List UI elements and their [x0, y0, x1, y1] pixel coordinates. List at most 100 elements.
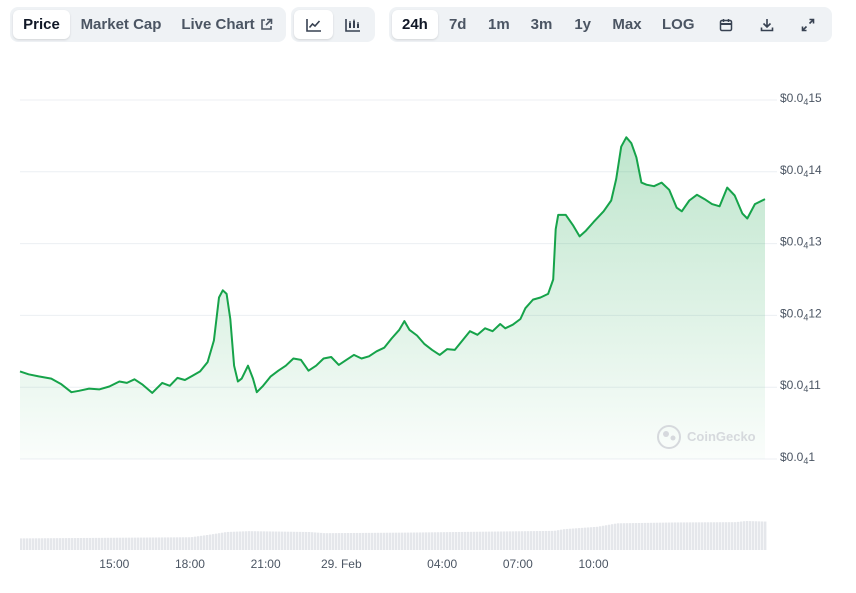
volume-bar — [581, 527, 584, 550]
volume-bar — [260, 531, 263, 550]
volume-bar — [140, 537, 143, 550]
volume-bar — [437, 532, 440, 550]
volume-bar — [98, 537, 101, 550]
volume-bar — [56, 538, 59, 550]
tab-7d[interactable]: 7d — [448, 16, 467, 33]
volume-bar — [656, 522, 659, 550]
download-button[interactable] — [746, 10, 787, 39]
volume-bar — [92, 537, 95, 550]
volume-bar — [317, 532, 320, 550]
y-axis-labels: $0.0415 $0.0414 $0.0413 $0.0412 $0.0411 $0.04… — [780, 91, 822, 466]
volume-bar — [554, 530, 557, 550]
volume-bar — [281, 531, 284, 550]
volume-bar — [269, 531, 272, 550]
volume-bar — [353, 532, 356, 550]
volume-bar — [26, 538, 29, 550]
volume-bar — [578, 528, 581, 550]
volume-bar — [182, 537, 185, 550]
volume-bar — [449, 532, 452, 550]
volume-bar — [251, 531, 254, 550]
volume-bar — [158, 537, 161, 550]
volume-bar — [407, 532, 410, 550]
volume-bar — [614, 523, 617, 550]
volume-bar — [29, 538, 32, 550]
volume-bar — [38, 538, 41, 550]
volume-bar — [410, 532, 413, 550]
y-tick-label: $0.0412 — [780, 306, 822, 322]
tab-1y[interactable]: 1y — [574, 16, 592, 33]
volume-bar — [170, 537, 173, 550]
volume-bar — [80, 537, 83, 550]
volume-bar — [20, 538, 23, 550]
volume-bar — [59, 538, 62, 550]
volume-bar — [476, 531, 479, 550]
volume-bar — [560, 529, 563, 550]
volume-bar — [623, 523, 626, 550]
x-tick-label: 21:00 — [251, 557, 281, 571]
volume-bar — [761, 521, 764, 550]
line-chart-button[interactable] — [294, 10, 333, 39]
volume-bar — [602, 525, 605, 550]
volume-bar — [575, 528, 578, 550]
volume-bar — [572, 528, 575, 550]
tab-market-cap[interactable]: Market Cap — [80, 16, 162, 33]
volume-bar — [434, 532, 437, 550]
volume-bar — [197, 536, 200, 550]
volume-bar — [626, 523, 629, 550]
volume-bar — [221, 532, 224, 550]
tab-live-chart[interactable]: Live Chart — [172, 10, 282, 39]
volume-bar — [536, 531, 539, 550]
volume-bar — [401, 532, 404, 550]
y-tick-label: $0.0414 — [780, 163, 822, 179]
volume-bar — [35, 538, 38, 550]
volume-bar — [41, 538, 44, 550]
volume-bar — [707, 522, 710, 550]
volume-bar — [131, 537, 134, 550]
volume-bar — [185, 537, 188, 550]
tab-log[interactable]: LOG — [662, 16, 695, 33]
volume-bar — [371, 532, 374, 550]
volume-bar — [608, 524, 611, 550]
volume-bar — [191, 537, 194, 550]
volume-bar — [659, 522, 662, 550]
volume-bar — [62, 538, 65, 550]
volume-bar — [488, 531, 491, 550]
volume-bar — [461, 531, 464, 550]
volume-bar — [425, 532, 428, 550]
volume-bar — [464, 531, 467, 550]
tab-3m[interactable]: 3m — [530, 16, 553, 33]
volume-bar — [635, 523, 638, 550]
volume-bar — [446, 532, 449, 550]
volume-bar — [74, 538, 77, 550]
volume-bar — [365, 532, 368, 550]
volume-bar — [290, 531, 293, 550]
volume-bar — [521, 531, 524, 550]
calendar-button[interactable] — [705, 10, 746, 39]
volume-bar — [422, 532, 425, 550]
watermark-text: CoinGecko — [687, 429, 756, 444]
volume-bar — [533, 531, 536, 550]
candlestick-chart-button[interactable] — [333, 10, 372, 39]
tab-24h[interactable]: 24h — [392, 10, 438, 39]
volume-bar — [110, 537, 113, 550]
tab-max[interactable]: Max — [612, 16, 642, 33]
volume-bar — [77, 538, 80, 550]
tab-price[interactable]: Price — [13, 10, 70, 39]
y-tick-label: $0.0415 — [780, 91, 822, 107]
volume-bar — [758, 521, 761, 550]
volume-bar — [563, 529, 566, 550]
volume-bar — [95, 537, 98, 550]
tab-1m[interactable]: 1m — [488, 16, 510, 33]
volume-bar — [458, 531, 461, 550]
volume-bar — [242, 531, 245, 550]
volume-bar — [497, 531, 500, 550]
volume-bar — [116, 537, 119, 550]
volume-bar — [386, 532, 389, 550]
expand-button[interactable] — [788, 10, 829, 39]
volume-bar — [647, 522, 650, 550]
volume-bar — [86, 537, 89, 550]
volume-bar — [71, 538, 74, 550]
volume-bar — [638, 522, 641, 550]
volume-bar — [719, 522, 722, 550]
